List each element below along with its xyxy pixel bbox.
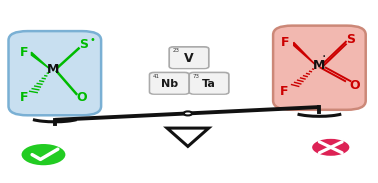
Text: •: • (90, 35, 96, 45)
FancyBboxPatch shape (150, 74, 188, 94)
Text: Ta: Ta (202, 79, 216, 89)
Text: 23: 23 (172, 48, 179, 53)
Text: F: F (20, 91, 28, 104)
Polygon shape (294, 42, 316, 65)
Text: M: M (313, 59, 325, 72)
Polygon shape (31, 52, 50, 69)
Text: S: S (79, 38, 88, 51)
Text: F: F (280, 85, 288, 98)
FancyBboxPatch shape (169, 47, 209, 68)
Text: F: F (281, 36, 290, 49)
Text: ·: · (322, 50, 326, 64)
Polygon shape (167, 128, 209, 146)
Text: S: S (346, 33, 355, 46)
FancyBboxPatch shape (170, 48, 208, 68)
Circle shape (184, 111, 192, 115)
Text: Nb: Nb (161, 79, 178, 89)
Circle shape (311, 138, 350, 157)
Text: F: F (20, 46, 28, 59)
FancyBboxPatch shape (273, 26, 366, 110)
FancyBboxPatch shape (191, 74, 228, 94)
Circle shape (22, 144, 65, 165)
Text: O: O (349, 79, 360, 92)
FancyBboxPatch shape (8, 31, 101, 115)
Text: M: M (47, 63, 59, 76)
Text: 41: 41 (152, 74, 160, 79)
Text: O: O (77, 91, 87, 104)
Text: 73: 73 (192, 74, 199, 79)
FancyBboxPatch shape (149, 72, 189, 94)
FancyBboxPatch shape (189, 72, 229, 94)
Text: V: V (184, 52, 194, 65)
